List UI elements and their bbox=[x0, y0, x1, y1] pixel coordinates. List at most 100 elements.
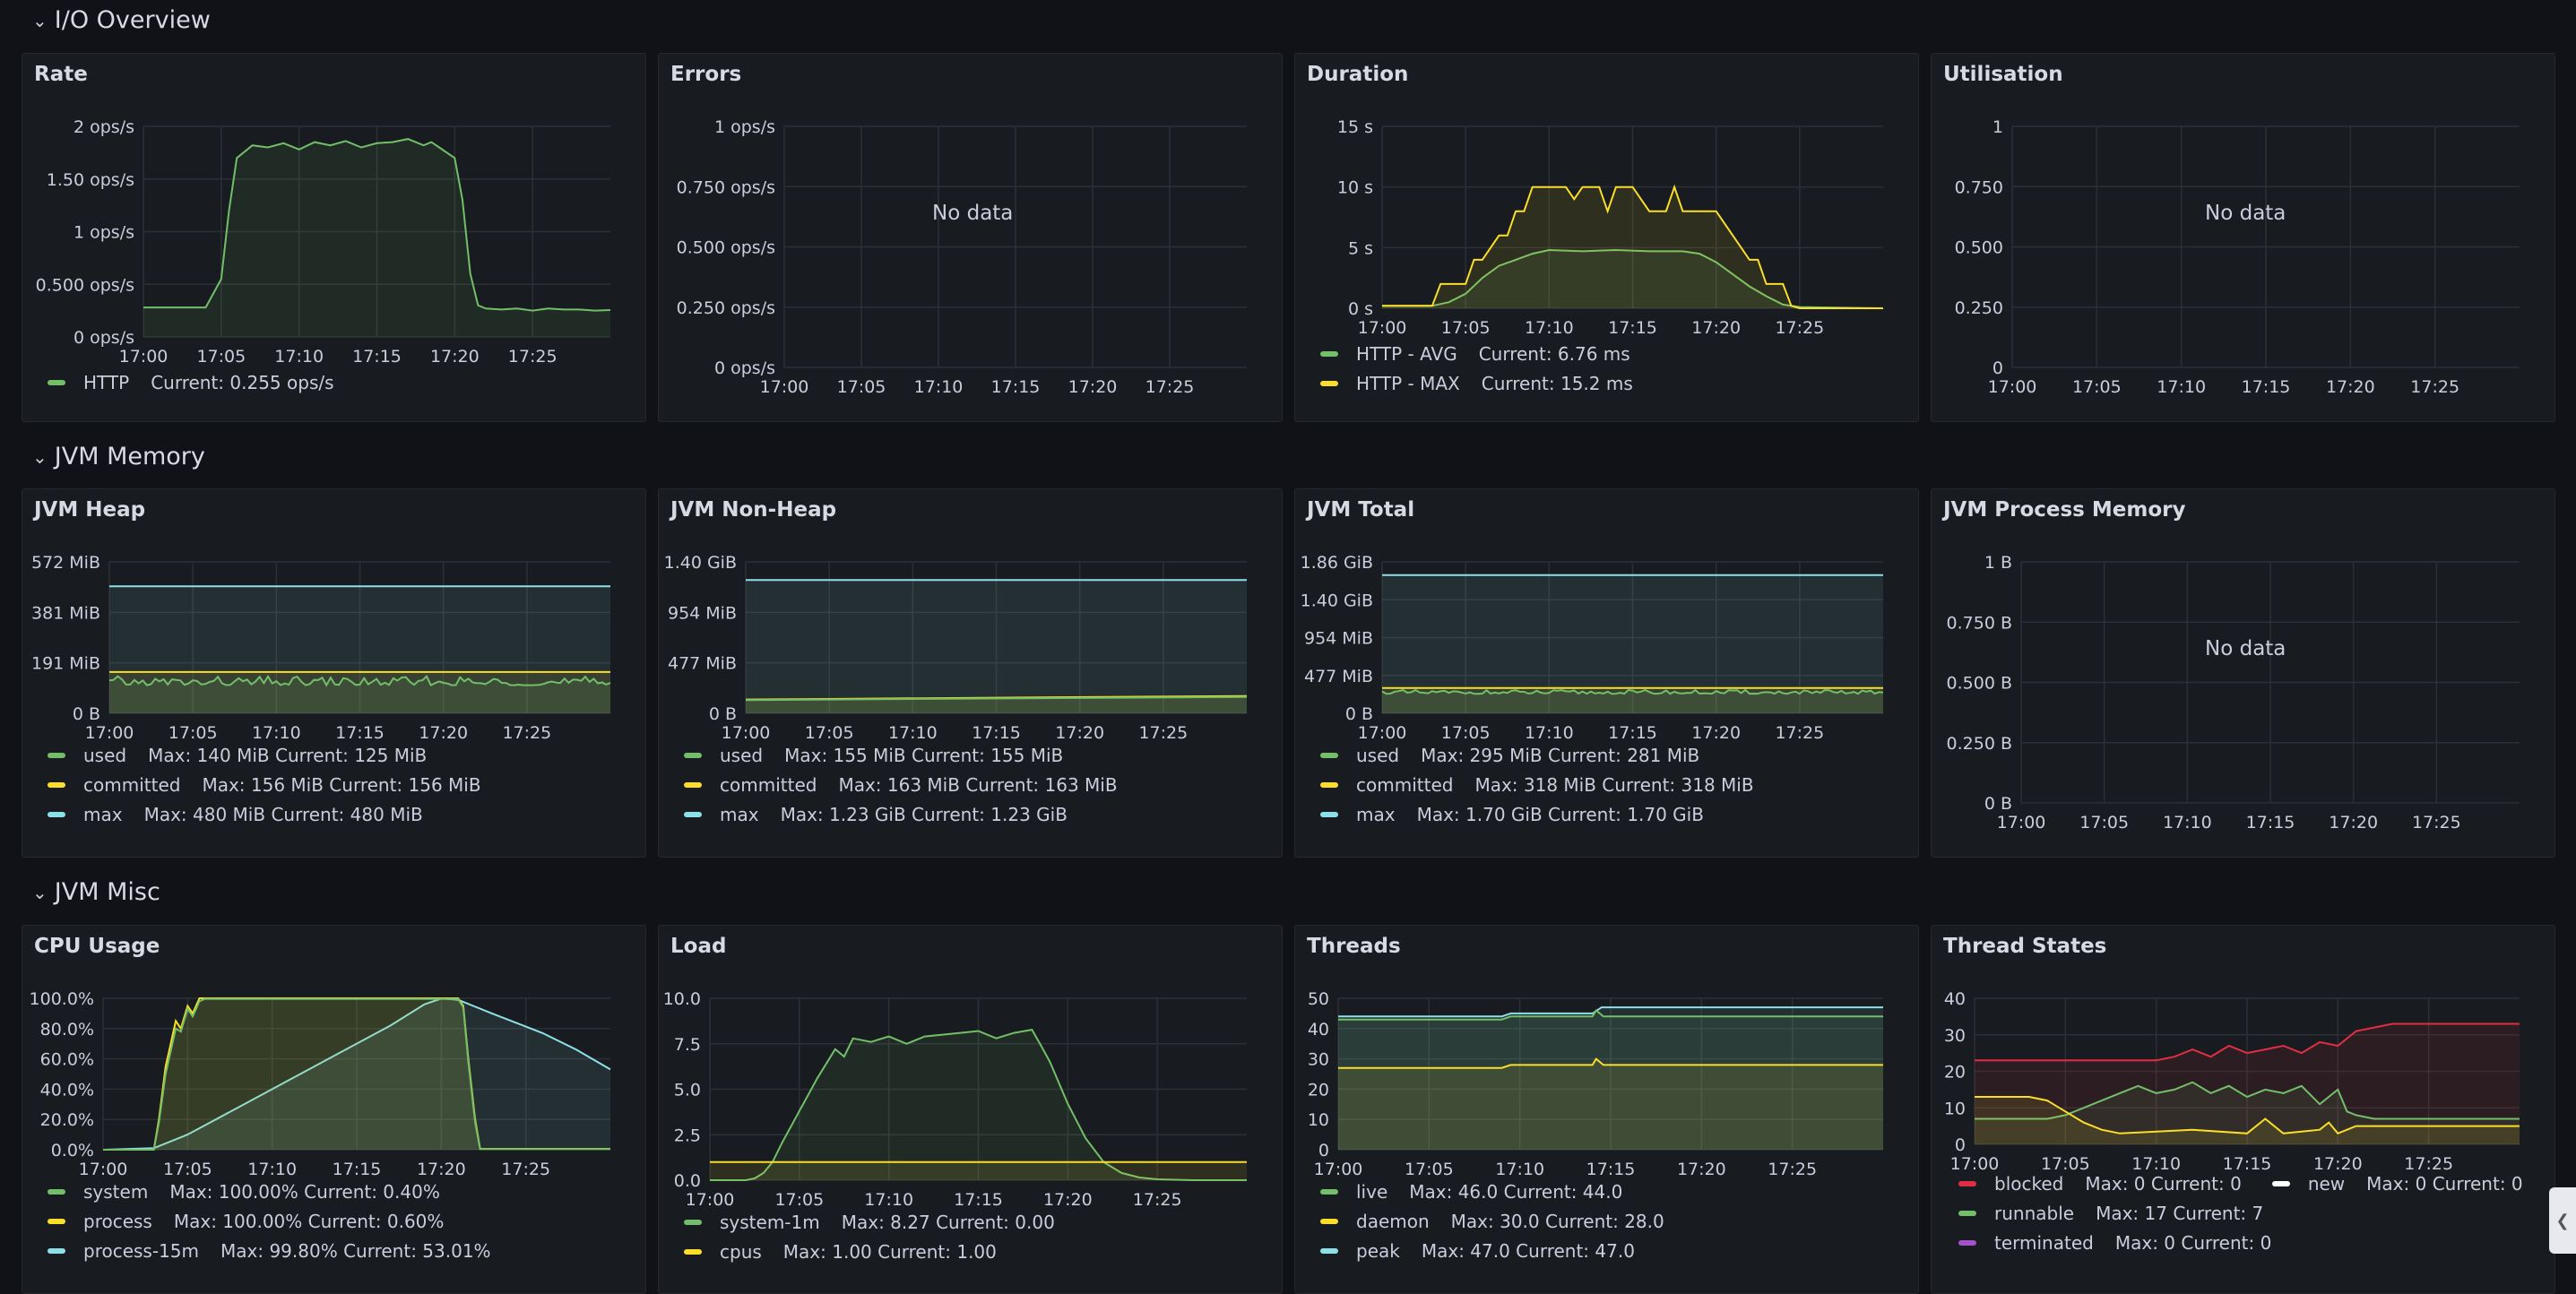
legend-item-process-15m[interactable]: process-15m Max: 99.80% Current: 53.01% bbox=[48, 1236, 491, 1265]
legend-item-system-1m[interactable]: system-1m Max: 8.27 Current: 0.00 bbox=[684, 1207, 1055, 1237]
legend-swatch bbox=[1320, 1218, 1338, 1224]
panel-duration[interactable]: Duration 0 s 5 s 10 s 15 s 17:00 17:05 17:10 17… bbox=[1294, 53, 1919, 422]
y-tick-label: 40 bbox=[1308, 1020, 1329, 1040]
series-area-timed-waiting bbox=[1975, 1023, 2520, 1144]
y-tick-label: 40.0% bbox=[40, 1080, 94, 1100]
legend-item-peak[interactable]: peak Max: 47.0 Current: 47.0 bbox=[1320, 1236, 1664, 1265]
series-area-HTTP - AVG bbox=[1382, 250, 1883, 308]
series-area-daemon bbox=[1338, 1058, 1883, 1150]
legend-swatch bbox=[1320, 380, 1338, 386]
legend-item-system[interactable]: system Max: 100.00% Current: 0.40% bbox=[48, 1177, 491, 1206]
panel-jvm-nonheap[interactable]: JVM Non-Heap 0 B 477 MiB 954 MiB 1.40 GiB 17… bbox=[658, 488, 1283, 858]
legend-series-name: used bbox=[1356, 744, 1400, 766]
x-tick-label: 17:05 bbox=[1405, 1160, 1454, 1179]
series-line-timed-waiting bbox=[1975, 1022, 2520, 1062]
no-data-message: No data bbox=[932, 202, 1014, 225]
y-tick-label: 1 ops/s bbox=[714, 117, 775, 137]
series-line-system bbox=[103, 997, 610, 1151]
legend-swatch bbox=[48, 1247, 65, 1254]
x-tick-label: 17:25 bbox=[1775, 318, 1824, 338]
collapse-handle-icon[interactable]: ❮ bbox=[2549, 1187, 2576, 1254]
panel-thread-states[interactable]: Thread States 0 10 20 30 40 17:00 17:05 17:10 17… bbox=[1931, 925, 2555, 1294]
legend-item-cpus[interactable]: cpus Max: 1.00 Current: 1.00 bbox=[684, 1237, 1055, 1266]
x-tick-label: 17:15 bbox=[2246, 813, 2295, 832]
jvm-heap-chart: 0 B 191 MiB 381 MiB 572 MiB 17:00 17:05 17:10 1… bbox=[31, 553, 611, 743]
legend-series-name: HTTP - AVG bbox=[1356, 342, 1457, 365]
legend-item-http-avg[interactable]: HTTP - AVG Current: 6.76 ms bbox=[1320, 339, 1633, 368]
y-tick-label: 1 bbox=[1993, 117, 2003, 137]
legend-item-used[interactable]: used Max: 140 MiB Current: 125 MiB bbox=[48, 740, 481, 770]
series-line-process-15m bbox=[102, 997, 611, 1151]
legend-row: blocked Max: 0 Current: 0 new Max: 0 Cur… bbox=[1958, 1169, 2523, 1198]
x-tick-label: 17:05 bbox=[774, 1190, 824, 1210]
x-tick-label: 17:00 bbox=[85, 723, 134, 743]
legend-item-new[interactable]: new Max: 0 Current: 0 bbox=[2271, 1173, 2523, 1195]
legend-item-max[interactable]: max Max: 480 MiB Current: 480 MiB bbox=[48, 799, 481, 829]
legend-series-name: process bbox=[83, 1210, 152, 1232]
panel-jvm-heap[interactable]: JVM Heap 0 B 191 MiB 381 MiB 572 MiB 17:00 17… bbox=[22, 488, 646, 858]
legend-item-used[interactable]: used Max: 155 MiB Current: 155 MiB bbox=[684, 740, 1118, 770]
rate-chart: 0 ops/s 0.500 ops/s 1 ops/s 1.50 ops/s 2 ops… bbox=[36, 117, 611, 367]
row-header-jvm-memory[interactable]: ⌄ JVM Memory bbox=[32, 437, 205, 475]
legend-item-process[interactable]: process Max: 100.00% Current: 0.60% bbox=[48, 1206, 491, 1236]
legend-item-http-max[interactable]: HTTP - MAX Current: 15.2 ms bbox=[1320, 368, 1633, 398]
x-tick-label: 17:00 bbox=[119, 347, 169, 367]
legend-item-committed[interactable]: committed Max: 318 MiB Current: 318 MiB bbox=[1320, 770, 1754, 799]
panel-rate[interactable]: Rate 0 ops/s 0.500 ops/s 1 ops/s 1.50 ops/s… bbox=[22, 53, 646, 422]
legend-item-committed[interactable]: committed Max: 163 MiB Current: 163 MiB bbox=[684, 770, 1118, 799]
x-tick-label: 17:05 bbox=[2072, 377, 2122, 397]
legend-series-name: process-15m bbox=[83, 1239, 200, 1262]
legend-series-name: used bbox=[83, 744, 127, 766]
legend-item-used[interactable]: used Max: 295 MiB Current: 281 MiB bbox=[1320, 740, 1754, 770]
y-tick-label: 1.86 GiB bbox=[1301, 553, 1373, 573]
cpu-usage-chart: 0.0% 20.0% 40.0% 60.0% 80.0% 100.0% 17:00 17:05… bbox=[30, 989, 611, 1179]
panel-utilisation[interactable]: Utilisation 0 0.250 0.500 0.750 1 17:00 17:05 1… bbox=[1931, 53, 2555, 422]
y-tick-label: 0.0 bbox=[674, 1171, 701, 1191]
panel-cpu-usage[interactable]: CPU Usage 0.0% 20.0% 40.0% 60.0% 80.0% 100.0%… bbox=[22, 925, 646, 1294]
row-title: I/O Overview bbox=[54, 5, 211, 34]
legend-series-name: system-1m bbox=[720, 1211, 820, 1233]
legend-stats: Max: 1.23 GiB Current: 1.23 GiB bbox=[780, 803, 1068, 825]
y-tick-label: 10 s bbox=[1337, 178, 1373, 198]
legend: HTTP Current: 0.255 ops/s bbox=[48, 367, 334, 397]
legend-item-blocked[interactable]: blocked Max: 0 Current: 0 bbox=[1958, 1173, 2242, 1195]
legend-item-runnable[interactable]: runnable Max: 17 Current: 7 bbox=[1958, 1198, 2523, 1228]
legend-stats: Current: 0.255 ops/s bbox=[151, 371, 334, 393]
panel-threads[interactable]: Threads 0 10 20 30 40 50 17:00 17:05 17:10 17:15 1… bbox=[1294, 925, 1919, 1294]
row-header-jvm-misc[interactable]: ⌄ JVM Misc bbox=[32, 873, 160, 910]
legend-stats: Max: 140 MiB Current: 125 MiB bbox=[148, 744, 428, 766]
legend-item-max[interactable]: max Max: 1.23 GiB Current: 1.23 GiB bbox=[684, 799, 1118, 829]
x-tick-label: 17:20 bbox=[419, 723, 468, 743]
legend-stats: Max: 156 MiB Current: 156 MiB bbox=[202, 773, 481, 796]
legend-item-live[interactable]: live Max: 46.0 Current: 44.0 bbox=[1320, 1177, 1664, 1206]
errors-chart: 0 ops/s 0.250 ops/s 0.500 ops/s 0.750 ops/s… bbox=[677, 117, 1247, 397]
x-tick-label: 17:20 bbox=[2329, 813, 2378, 832]
x-tick-label: 17:10 bbox=[1525, 318, 1574, 338]
legend: used Max: 295 MiB Current: 281 MiB commi… bbox=[1320, 740, 1754, 829]
legend-swatch bbox=[48, 379, 65, 385]
panel-errors[interactable]: Errors 0 ops/s 0.250 ops/s 0.500 ops/s 0.75… bbox=[658, 53, 1283, 422]
legend-swatch bbox=[684, 781, 702, 788]
panel-jvm-process-memory[interactable]: JVM Process Memory 0 B 0.250 B 0.500 B 0.75… bbox=[1931, 488, 2555, 858]
panel-load[interactable]: Load 0.0 2.5 5.0 7.5 10.0 17:00 17:05 17:10 17:1… bbox=[658, 925, 1283, 1294]
row-header-io-overview[interactable]: ⌄ I/O Overview bbox=[32, 1, 211, 39]
panel-jvm-total[interactable]: JVM Total 0 B 477 MiB 954 MiB 1.40 GiB 1.86 … bbox=[1294, 488, 1919, 858]
utilisation-chart: 0 0.250 0.500 0.750 1 17:00 17:05 17:10 17:15 17:… bbox=[1955, 117, 2520, 397]
legend-item-max[interactable]: max Max: 1.70 GiB Current: 1.70 GiB bbox=[1320, 799, 1754, 829]
y-tick-label: 0.0% bbox=[51, 1141, 94, 1160]
x-tick-label: 17:15 bbox=[954, 1190, 1003, 1210]
legend-item-terminated[interactable]: terminated Max: 0 Current: 0 bbox=[1958, 1228, 2523, 1257]
y-tick-label: 954 MiB bbox=[668, 603, 737, 623]
legend: HTTP - AVG Current: 6.76 ms HTTP - MAX C… bbox=[1320, 339, 1633, 398]
y-tick-label: 15 s bbox=[1337, 117, 1373, 137]
y-tick-label: 50 bbox=[1308, 989, 1329, 1009]
legend: system-1m Max: 8.27 Current: 0.00 cpus M… bbox=[684, 1207, 1055, 1266]
legend-item-daemon[interactable]: daemon Max: 30.0 Current: 28.0 bbox=[1320, 1206, 1664, 1236]
legend-item-http[interactable]: HTTP Current: 0.255 ops/s bbox=[48, 367, 334, 397]
chevron-down-icon: ⌄ bbox=[32, 446, 48, 468]
legend-series-name: committed bbox=[83, 773, 181, 796]
legend-item-committed[interactable]: committed Max: 156 MiB Current: 156 MiB bbox=[48, 770, 481, 799]
legend-swatch bbox=[48, 1218, 65, 1224]
x-tick-label: 17:20 bbox=[1055, 723, 1104, 743]
x-tick-label: 17:00 bbox=[79, 1160, 128, 1179]
